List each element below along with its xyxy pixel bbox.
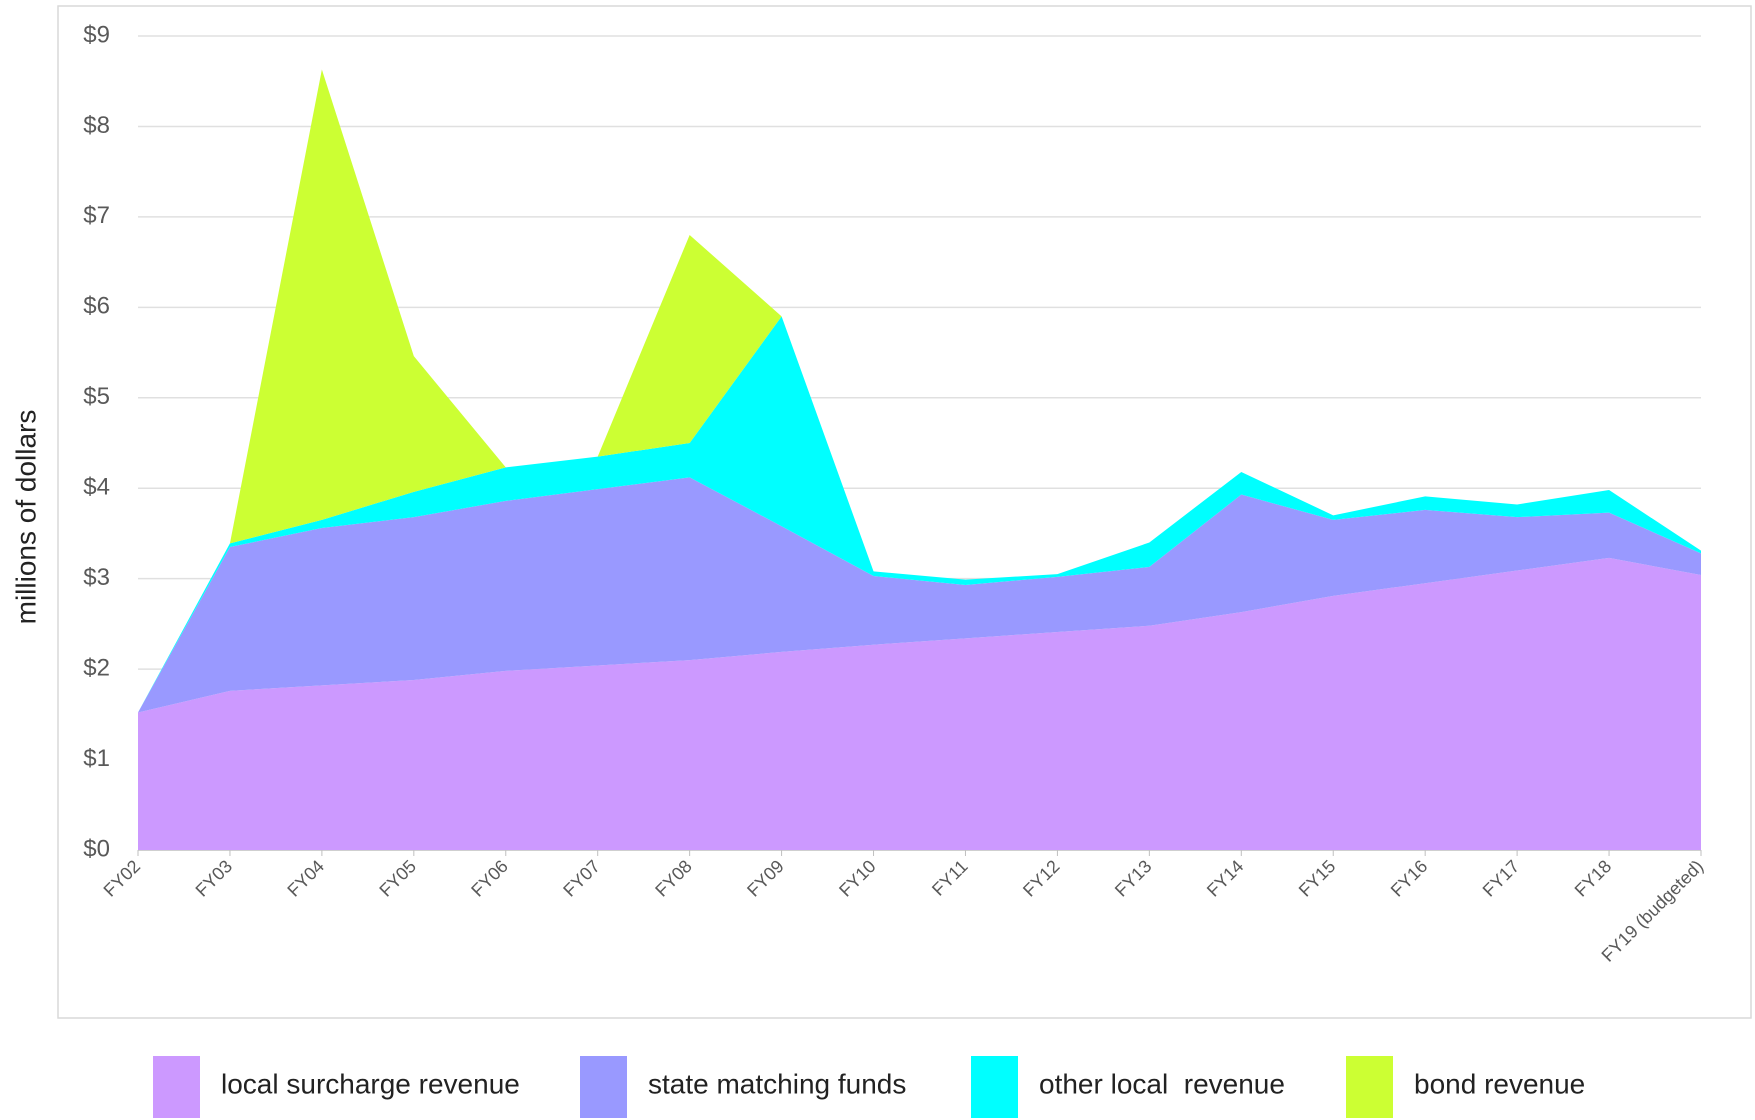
x-tick-label: FY02	[100, 856, 145, 901]
legend-swatch	[153, 1056, 200, 1118]
x-tick-label: FY05	[375, 856, 420, 901]
y-tick-label: $2	[83, 654, 110, 681]
area	[138, 557, 1701, 850]
legend-label: bond revenue	[1414, 1068, 1585, 1099]
legend-swatch	[971, 1056, 1018, 1118]
y-tick-label: $0	[83, 835, 110, 862]
y-tick-label: $6	[83, 293, 110, 320]
y-tick-label: $9	[83, 21, 110, 48]
x-tick-label: FY04	[283, 856, 328, 901]
legend-label: state matching funds	[648, 1068, 906, 1099]
x-tick-label: FY16	[1387, 856, 1432, 901]
x-tick-label: FY13	[1111, 856, 1156, 901]
y-axis-label: millions of dollars	[10, 410, 41, 625]
area	[138, 477, 1701, 713]
x-tick-label: FY11	[928, 856, 972, 900]
y-tick-label: $4	[83, 474, 110, 501]
x-tick-label: FY10	[835, 856, 880, 901]
legend-label: local surcharge revenue	[221, 1068, 520, 1099]
y-tick-label: $3	[83, 564, 110, 591]
x-tick-label: FY08	[651, 856, 696, 901]
x-tick-label: FY18	[1571, 856, 1616, 901]
legend-label: other local revenue	[1039, 1068, 1285, 1099]
y-tick-label: $7	[83, 202, 110, 229]
x-tick-label: FY09	[743, 856, 788, 901]
x-tick-label: FY07	[559, 856, 604, 901]
legend-swatch	[1346, 1056, 1393, 1118]
x-tick-label: FY14	[1203, 856, 1248, 901]
y-tick-label: $1	[83, 745, 110, 772]
x-tick-label: FY06	[467, 856, 512, 901]
x-tick-label: FY03	[192, 856, 237, 901]
legend-swatch	[580, 1056, 627, 1118]
y-tick-label: $5	[83, 383, 110, 410]
x-tick-label: FY12	[1019, 856, 1064, 901]
x-tick-label: FY17	[1479, 856, 1524, 901]
y-tick-label: $8	[83, 112, 110, 139]
plot-frame	[57, 5, 1752, 1019]
x-tick-label: FY15	[1295, 856, 1340, 901]
x-tick-label: FY19 (budgeted)	[1598, 856, 1708, 966]
